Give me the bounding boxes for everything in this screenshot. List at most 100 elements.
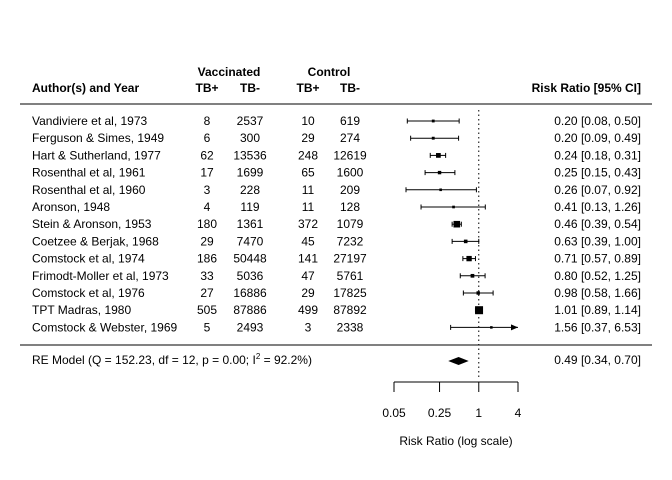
- control-tb-pos: 11: [302, 200, 315, 214]
- vaccinated-tb-neg: 2493: [237, 320, 264, 334]
- study-row: Coetzee & Berjak, 1968 29 7470 45 7232 0.63 […: [32, 234, 641, 248]
- study-ci-text: 0.26 [0.07, 0.92]: [554, 183, 641, 197]
- study-ci-text: 0.20 [0.08, 0.50]: [554, 114, 641, 128]
- control-tb-pos: 372: [298, 217, 318, 231]
- control-tb-pos: 248: [298, 148, 318, 162]
- control-tb-neg: 87892: [333, 303, 367, 317]
- point-estimate: [463, 239, 468, 244]
- point-estimate: [470, 273, 475, 278]
- vaccinated-tb-pos: 29: [200, 234, 214, 248]
- control-tb-neg: 7232: [337, 234, 364, 248]
- study-row: Rosenthal et al, 1961 17 1699 65 1600 0.25 [0…: [32, 166, 641, 180]
- vaccinated-tb-neg: 228: [240, 183, 260, 197]
- point-estimate: [437, 170, 442, 175]
- vaccinated-tb-pos: 5: [204, 320, 211, 334]
- point-estimate: [490, 326, 493, 329]
- control-tb-neg: 27197: [333, 252, 367, 266]
- study-row: Comstock et al, 1976 27 16886 29 17825 0.98 […: [32, 286, 641, 300]
- study-label: Stein & Aronson, 1953: [32, 217, 152, 231]
- vaccinated-tb-pos: 8: [204, 114, 211, 128]
- point-estimate: [439, 188, 442, 192]
- study-label: Comstock et al, 1974: [32, 252, 145, 266]
- header-vaccinated: Vaccinated: [198, 65, 261, 79]
- study-label: Rosenthal et al, 1960: [32, 183, 146, 197]
- vaccinated-tb-pos: 186: [197, 252, 217, 266]
- study-label: Aronson, 1948: [32, 200, 110, 214]
- study-row: Vandiviere et al, 1973 8 2537 10 619 0.20 [0.…: [32, 114, 641, 128]
- point-estimate: [475, 306, 484, 315]
- study-ci-text: 0.98 [0.58, 1.66]: [554, 286, 641, 300]
- study-label: Comstock et al, 1976: [32, 286, 145, 300]
- summary-diamond: [448, 357, 469, 365]
- point-estimate: [453, 220, 461, 228]
- study-row: Hart & Sutherland, 1977 62 13536 248 12619 0.…: [32, 148, 641, 162]
- control-tb-neg: 619: [340, 114, 360, 128]
- point-estimate: [466, 255, 472, 262]
- header-effect: Risk Ratio [95% CI]: [532, 81, 641, 95]
- control-tb-neg: 1079: [337, 217, 364, 231]
- study-row: Rosenthal et al, 1960 3 228 11 209 0.26 [0.07…: [32, 183, 641, 197]
- header-vaccinated-tb-neg: TB-: [240, 81, 260, 95]
- study-ci-text: 0.24 [0.18, 0.31]: [554, 148, 641, 162]
- study-label: Hart & Sutherland, 1977: [32, 148, 161, 162]
- vaccinated-tb-neg: 16886: [233, 286, 267, 300]
- control-tb-pos: 3: [305, 320, 312, 334]
- summary-label: RE Model (Q = 152.23, df = 12, p = 0.00;…: [32, 352, 312, 367]
- point-estimate: [431, 136, 435, 140]
- vaccinated-tb-pos: 17: [200, 166, 214, 180]
- study-ci-text: 0.41 [0.13, 1.26]: [554, 200, 641, 214]
- summary-ci-text: 0.49 [0.34, 0.70]: [554, 353, 641, 367]
- vaccinated-tb-pos: 180: [197, 217, 217, 231]
- header-study: Author(s) and Year: [32, 81, 139, 95]
- point-estimate: [452, 205, 455, 209]
- vaccinated-tb-pos: 33: [200, 269, 214, 283]
- control-tb-neg: 2338: [337, 320, 364, 334]
- vaccinated-tb-neg: 2537: [237, 114, 264, 128]
- study-ci-text: 1.01 [0.89, 1.14]: [554, 303, 641, 317]
- control-tb-pos: 29: [301, 286, 315, 300]
- x-axis-tick-label: 0.05: [382, 406, 406, 420]
- summary-label-superscript: 2: [256, 352, 261, 361]
- study-row: Comstock et al, 1974 186 50448 141 27197 0.71…: [32, 252, 641, 266]
- vaccinated-tb-pos: 62: [200, 148, 214, 162]
- study-label: Coetzee & Berjak, 1968: [32, 234, 159, 248]
- study-ci-text: 0.20 [0.09, 0.49]: [554, 131, 641, 145]
- study-row: Stein & Aronson, 1953 180 1361 372 1079 0.46 …: [32, 217, 641, 231]
- x-axis: 0.05 0.25 1 4: [382, 381, 522, 420]
- study-ci-text: 0.25 [0.15, 0.43]: [554, 166, 641, 180]
- vaccinated-tb-pos: 6: [204, 131, 211, 145]
- x-axis-tick-label: 0.25: [428, 406, 452, 420]
- control-tb-pos: 499: [298, 303, 318, 317]
- study-row: Frimodt-Moller et al, 1973 33 5036 47 5761 0.…: [32, 269, 641, 283]
- study-label: Rosenthal et al, 1961: [32, 166, 146, 180]
- study-label: Vandiviere et al, 1973: [32, 114, 148, 128]
- vaccinated-tb-neg: 50448: [233, 252, 267, 266]
- control-tb-neg: 1600: [337, 166, 364, 180]
- vaccinated-tb-neg: 7470: [237, 234, 264, 248]
- study-ci-text: 0.71 [0.57, 0.89]: [554, 252, 641, 266]
- header-vaccinated-tb-pos: TB+: [195, 81, 218, 95]
- study-label: Comstock & Webster, 1969: [32, 320, 178, 334]
- study-row: Ferguson & Simes, 1949 6 300 29 274 0.20 [0.0…: [32, 131, 641, 145]
- vaccinated-tb-pos: 27: [200, 286, 214, 300]
- study-row: Aronson, 1948 4 119 11 128 0.41 [0.13, 1.26]: [32, 200, 641, 214]
- control-tb-neg: 274: [340, 131, 360, 145]
- vaccinated-tb-pos: 4: [204, 200, 211, 214]
- control-tb-pos: 29: [301, 131, 315, 145]
- study-label: TPT Madras, 1980: [32, 303, 131, 317]
- study-label: Ferguson & Simes, 1949: [32, 131, 164, 145]
- control-tb-pos: 45: [301, 234, 315, 248]
- study-row: TPT Madras, 1980 505 87886 499 87892 1.01 [0.…: [32, 303, 641, 317]
- vaccinated-tb-pos: 3: [204, 183, 211, 197]
- control-tb-pos: 141: [298, 252, 318, 266]
- study-row: Comstock & Webster, 1969 5 2493 3 2338 1.56 […: [32, 320, 641, 334]
- vaccinated-tb-pos: 505: [197, 303, 217, 317]
- ci-arrow: [511, 324, 518, 331]
- vaccinated-tb-neg: 119: [240, 200, 259, 214]
- study-ci-text: 0.46 [0.39, 0.54]: [554, 217, 641, 231]
- header-control: Control: [308, 65, 351, 79]
- x-axis-tick-label: 1: [475, 406, 482, 420]
- summary-row: RE Model (Q = 152.23, df = 12, p = 0.00;…: [32, 352, 641, 367]
- control-tb-neg: 12619: [333, 148, 367, 162]
